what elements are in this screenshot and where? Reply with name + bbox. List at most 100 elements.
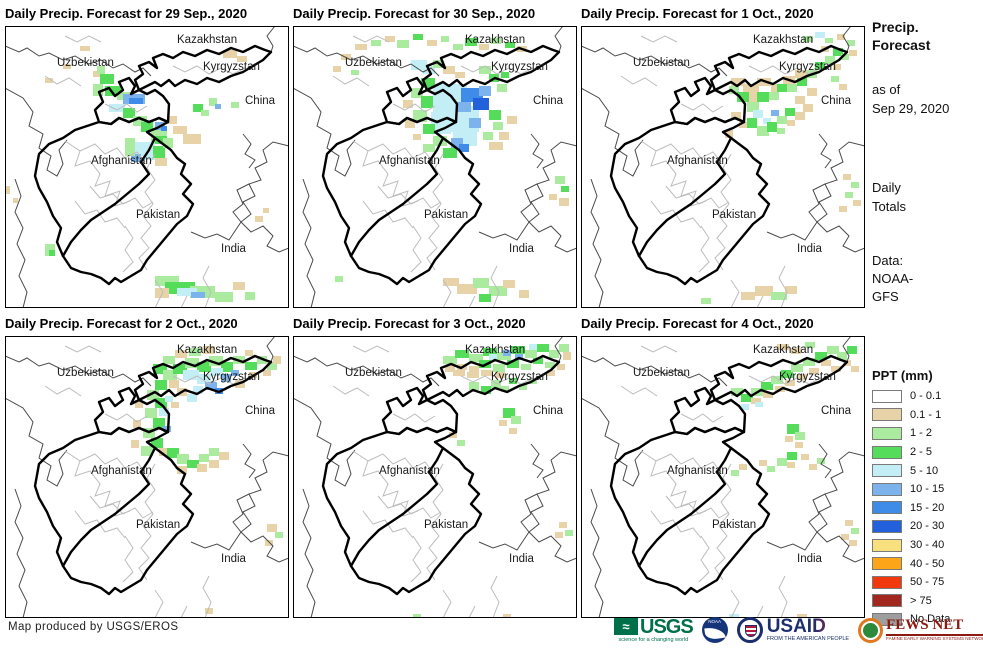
usgs-logo: ≈ USGS science for a changing world — [614, 617, 694, 644]
country-label: Kazakhstan — [465, 34, 525, 46]
country-label: Pakistan — [136, 519, 180, 531]
legend-item: 0.1 - 1 — [872, 406, 950, 425]
legend-label: 0 - 0.1 — [910, 390, 942, 403]
map-canvas: Kazakhstan Uzbekistan Kyrgyzstan China Afgha… — [293, 336, 577, 618]
country-label: Uzbekistan — [345, 57, 402, 69]
country-label: China — [821, 405, 852, 417]
daily-totals-label: Daily Totals — [872, 180, 906, 214]
noaa-logo: NOAA — [701, 617, 728, 643]
forecast-panel-4: Daily Precip. Forecast for 2 Oct., 2020 … — [5, 314, 291, 618]
logo-strip: ≈ USGS science for a changing world NOAA… — [614, 612, 983, 648]
legend-swatch — [872, 501, 902, 515]
legend-swatch — [872, 482, 902, 496]
country-label: Afghanistan — [379, 155, 440, 167]
country-label: Afghanistan — [667, 465, 728, 477]
country-label: China — [245, 405, 276, 417]
panel-title: Daily Precip. Forecast for 2 Oct., 2020 — [5, 316, 238, 331]
fewsnet-logo: FEWS NET FAMINE EARLY WARNING SYSTEMS NE… — [858, 617, 983, 643]
panel-title: Daily Precip. Forecast for 29 Sep., 2020 — [5, 6, 248, 21]
country-label: China — [533, 405, 564, 417]
country-label: India — [509, 243, 535, 255]
country-label: India — [797, 553, 823, 565]
map-canvas: Kazakhstan Uzbekistan Kyrgyzstan China Afgha… — [5, 336, 289, 618]
country-label: China — [245, 95, 276, 107]
country-label: Kazakhstan — [177, 34, 237, 46]
country-label: Uzbekistan — [345, 367, 402, 379]
legend-item: 2 - 5 — [872, 443, 950, 462]
legend-label: 10 - 15 — [910, 483, 945, 496]
legend-item: 40 - 50 — [872, 554, 950, 573]
legend-item: 1 - 2 — [872, 424, 950, 443]
country-label: Uzbekistan — [633, 367, 690, 379]
usaid-logo: USAID FROM THE AMERICAN PEOPLE — [736, 617, 849, 643]
legend-swatch — [872, 408, 902, 422]
forecast-panel-2: Daily Precip. Forecast for 30 Sep., 2020… — [293, 4, 579, 308]
legend-label: 40 - 50 — [910, 557, 945, 570]
legend-title: PPT (mm) — [872, 368, 933, 383]
info-sidebar: Precip. Forecast as of Sep 29, 2020 Dail… — [870, 0, 982, 626]
country-label: Uzbekistan — [57, 57, 114, 69]
country-label: Pakistan — [712, 519, 756, 531]
legend-item: 50 - 75 — [872, 573, 950, 592]
country-label: Pakistan — [424, 519, 468, 531]
legend-swatch — [872, 426, 902, 440]
legend-label: 0.1 - 1 — [910, 408, 942, 421]
legend-label: No Data — [910, 613, 951, 626]
as-of-date: as of Sep 29, 2020 — [872, 82, 950, 116]
panel-title: Daily Precip. Forecast for 4 Oct., 2020 — [581, 316, 814, 331]
legend-label: 30 - 40 — [910, 539, 945, 552]
legend-label: 5 - 10 — [910, 464, 939, 477]
usaid-seal-icon — [736, 617, 763, 643]
legend-label: 50 - 75 — [910, 576, 945, 589]
legend-swatch — [872, 575, 902, 589]
legend-swatch — [872, 445, 902, 459]
country-label: India — [797, 243, 823, 255]
country-label: Pakistan — [424, 209, 468, 221]
country-label: Kazakhstan — [177, 344, 237, 356]
country-label: Pakistan — [136, 209, 180, 221]
map-credit: Map produced by USGS/EROS — [8, 621, 179, 633]
country-label: China — [533, 95, 564, 107]
country-label: Kazakhstan — [753, 34, 813, 46]
forecast-panel-1: Daily Precip. Forecast for 29 Sep., 2020… — [5, 4, 291, 308]
fewsnet-globe-icon — [858, 617, 884, 643]
country-label: Afghanistan — [667, 155, 728, 167]
map-canvas: Kazakhstan Uzbekistan Kyrgyzstan China Afgha… — [5, 26, 289, 308]
country-label: Kazakhstan — [753, 344, 813, 356]
country-label: Kyrgyzstan — [779, 61, 836, 73]
legend-swatch — [872, 594, 902, 608]
legend-swatch — [872, 389, 902, 403]
data-source-label: Data: NOAA- GFS — [872, 253, 914, 304]
panel-title: Daily Precip. Forecast for 3 Oct., 2020 — [293, 316, 526, 331]
country-label: Kyrgyzstan — [491, 371, 548, 383]
legend-label: 15 - 20 — [910, 501, 945, 514]
legend-label: > 75 — [910, 594, 932, 607]
country-label: Afghanistan — [379, 465, 440, 477]
country-label: Kazakhstan — [465, 344, 525, 356]
country-label: India — [221, 553, 247, 565]
legend-item: 20 - 30 — [872, 517, 950, 536]
country-label: Kyrgyzstan — [203, 61, 260, 73]
country-label: Uzbekistan — [57, 367, 114, 379]
legend-item: 30 - 40 — [872, 536, 950, 555]
noaa-bird-icon — [703, 625, 726, 641]
map-canvas: Kazakhstan Uzbekistan Kyrgyzstan China Afgha… — [581, 336, 865, 618]
legend-items: 0 - 0.1 0.1 - 1 1 - 2 2 - 5 5 - 10 10 - 15 15 … — [872, 387, 950, 629]
forecast-panel-3: Daily Precip. Forecast for 1 Oct., 2020 … — [581, 4, 867, 308]
legend-swatch — [872, 538, 902, 552]
country-label: Pakistan — [712, 209, 756, 221]
legend-item: 5 - 10 — [872, 461, 950, 480]
forecast-panel-6: Daily Precip. Forecast for 4 Oct., 2020 … — [581, 314, 867, 618]
country-label: Kyrgyzstan — [203, 371, 260, 383]
panel-title: Daily Precip. Forecast for 30 Sep., 2020 — [293, 6, 536, 21]
legend-label: 20 - 30 — [910, 520, 945, 533]
legend: PPT (mm) 0 - 0.1 0.1 - 1 1 - 2 2 - 5 5 - 10 1… — [872, 368, 950, 629]
legend-label: 1 - 2 — [910, 427, 933, 440]
panel-title: Daily Precip. Forecast for 1 Oct., 2020 — [581, 6, 814, 21]
country-label: India — [509, 553, 535, 565]
country-label: India — [221, 243, 247, 255]
map-canvas: Kazakhstan Uzbekistan Kyrgyzstan China Afgha… — [293, 26, 577, 308]
map-canvas: Kazakhstan Uzbekistan Kyrgyzstan China Afgha… — [581, 26, 865, 308]
country-label: Afghanistan — [91, 155, 152, 167]
country-label: Afghanistan — [91, 465, 152, 477]
